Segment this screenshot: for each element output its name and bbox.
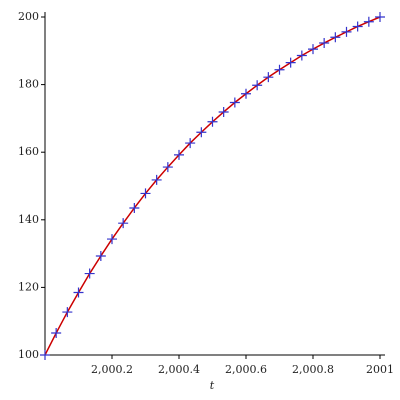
x-tick-label: 2001	[366, 363, 394, 376]
cross-marker	[363, 16, 374, 27]
cross-marker	[330, 32, 341, 43]
cross-marker	[51, 328, 62, 339]
y-tick-label: 160	[18, 145, 39, 158]
cross-marker	[352, 21, 363, 32]
cross-marker	[296, 50, 307, 61]
x-tick-label: 2,000.2	[91, 363, 133, 376]
x-tick-label: 2,000.4	[158, 363, 200, 376]
cross-marker	[341, 26, 352, 37]
cross-marker	[218, 106, 229, 117]
cross-marker	[107, 234, 117, 245]
x-axis-label: t	[210, 379, 215, 392]
cross-marker	[151, 174, 162, 185]
cross-marker	[263, 72, 274, 83]
cross-marker	[185, 138, 196, 149]
cross-marker	[140, 188, 151, 199]
cross-marker	[174, 149, 184, 160]
cross-marker	[40, 350, 50, 360]
y-tick-label: 100	[18, 348, 39, 361]
cross-marker	[274, 64, 285, 75]
cross-marker	[285, 57, 296, 68]
cross-marker	[241, 88, 251, 99]
cross-marker	[375, 12, 385, 22]
y-tick-label: 120	[18, 280, 39, 293]
x-tick-label: 2,000.8	[292, 363, 334, 376]
cross-marker	[319, 38, 330, 49]
cross-marker	[162, 162, 173, 173]
x-tick-label: 2,000.6	[225, 363, 267, 376]
cross-marker	[308, 44, 318, 55]
cross-marker	[229, 97, 240, 108]
cross-marker	[196, 127, 207, 138]
cross-marker	[207, 116, 218, 127]
y-tick-label: 180	[18, 78, 39, 91]
cross-marker	[252, 80, 263, 91]
cross-marker	[129, 202, 140, 213]
cross-marker	[62, 307, 73, 318]
cross-marker	[73, 287, 84, 298]
y-tick-label: 140	[18, 213, 39, 226]
series-line	[44, 16, 381, 356]
cross-marker	[95, 250, 106, 261]
cross-marker	[118, 218, 129, 229]
y-tick-label: 200	[18, 10, 39, 23]
cross-marker	[84, 268, 95, 279]
